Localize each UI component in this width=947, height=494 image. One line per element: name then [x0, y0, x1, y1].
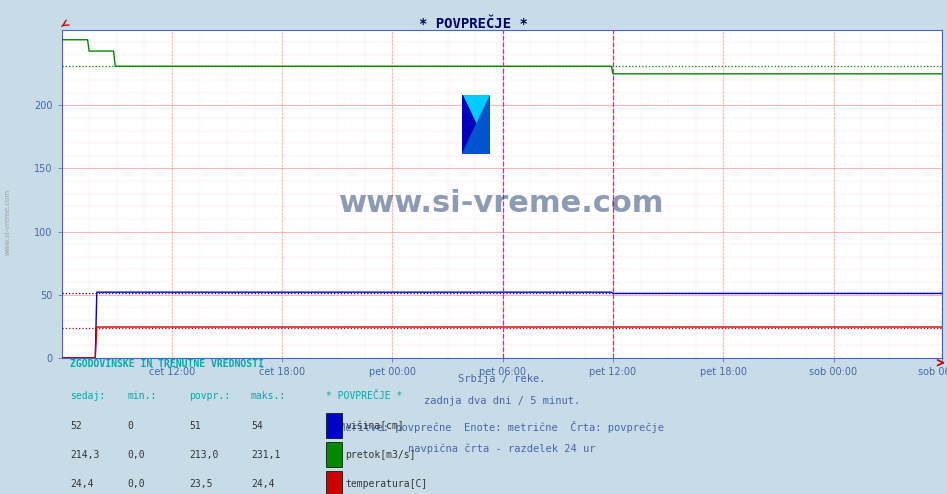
- Text: povpr.:: povpr.:: [189, 391, 230, 401]
- Text: 0: 0: [128, 421, 134, 431]
- Text: pretok[m3/s]: pretok[m3/s]: [345, 450, 416, 460]
- Text: 24,4: 24,4: [70, 479, 94, 489]
- Text: 23,5: 23,5: [189, 479, 213, 489]
- Text: maks.:: maks.:: [251, 391, 286, 401]
- Text: zadnja dva dni / 5 minut.: zadnja dva dni / 5 minut.: [424, 396, 580, 406]
- Text: * POVPREČJE *: * POVPREČJE *: [326, 391, 402, 401]
- Text: 0,0: 0,0: [128, 450, 145, 460]
- Text: 24,4: 24,4: [251, 479, 275, 489]
- Text: 0,0: 0,0: [128, 479, 145, 489]
- Text: www.si-vreme.com: www.si-vreme.com: [5, 189, 10, 255]
- Text: 213,0: 213,0: [189, 450, 219, 460]
- Text: navpična črta - razdelek 24 ur: navpična črta - razdelek 24 ur: [408, 443, 596, 453]
- Text: 52: 52: [70, 421, 82, 431]
- Text: temperatura[C]: temperatura[C]: [345, 479, 427, 489]
- Text: min.:: min.:: [128, 391, 157, 401]
- Text: 214,3: 214,3: [70, 450, 99, 460]
- Text: višina[cm]: višina[cm]: [345, 421, 403, 431]
- Text: Srbija / reke.: Srbija / reke.: [458, 373, 545, 383]
- FancyBboxPatch shape: [326, 471, 342, 494]
- FancyBboxPatch shape: [326, 413, 342, 438]
- Text: Meritve: povprečne  Enote: metrične  Črta: povprečje: Meritve: povprečne Enote: metrične Črta:…: [339, 421, 665, 433]
- FancyBboxPatch shape: [326, 442, 342, 467]
- Text: sedaj:: sedaj:: [70, 391, 106, 401]
- Text: ZGODOVINSKE IN TRENUTNE VREDNOSTI: ZGODOVINSKE IN TRENUTNE VREDNOSTI: [70, 359, 264, 369]
- Text: * POVPREČJE *: * POVPREČJE *: [420, 17, 527, 31]
- Text: 54: 54: [251, 421, 262, 431]
- Text: 231,1: 231,1: [251, 450, 280, 460]
- Text: 51: 51: [189, 421, 201, 431]
- Text: www.si-vreme.com: www.si-vreme.com: [339, 189, 665, 218]
